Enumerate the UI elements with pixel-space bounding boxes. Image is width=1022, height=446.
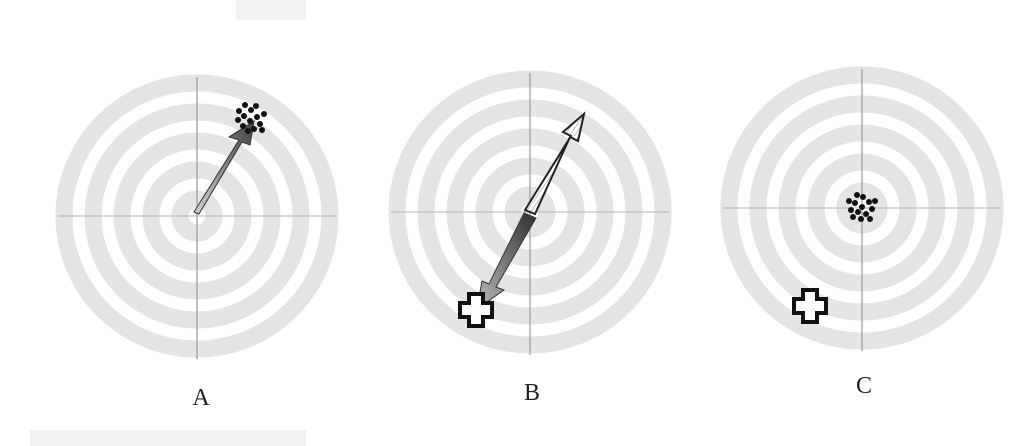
shot-cluster-icon	[235, 102, 267, 134]
hollow-arrow-icon	[523, 111, 586, 216]
target-icon	[55, 74, 339, 359]
shift-arrow-icon	[476, 212, 537, 311]
plus-marker-icon	[458, 292, 494, 328]
scan-corner	[236, 0, 306, 20]
panel-label-b: B	[524, 380, 540, 406]
shot-cluster-icon	[846, 192, 878, 222]
plus-marker-icon	[792, 288, 828, 324]
panel-label-a: A	[192, 385, 210, 411]
scan-corner	[30, 430, 306, 446]
panel-b: B	[388, 70, 672, 406]
panel-c: C	[720, 66, 1004, 399]
target-icon	[388, 70, 672, 355]
shift-arrow-icon	[193, 119, 255, 215]
panel-a: A	[55, 74, 339, 411]
panel-label-c: C	[856, 373, 872, 399]
